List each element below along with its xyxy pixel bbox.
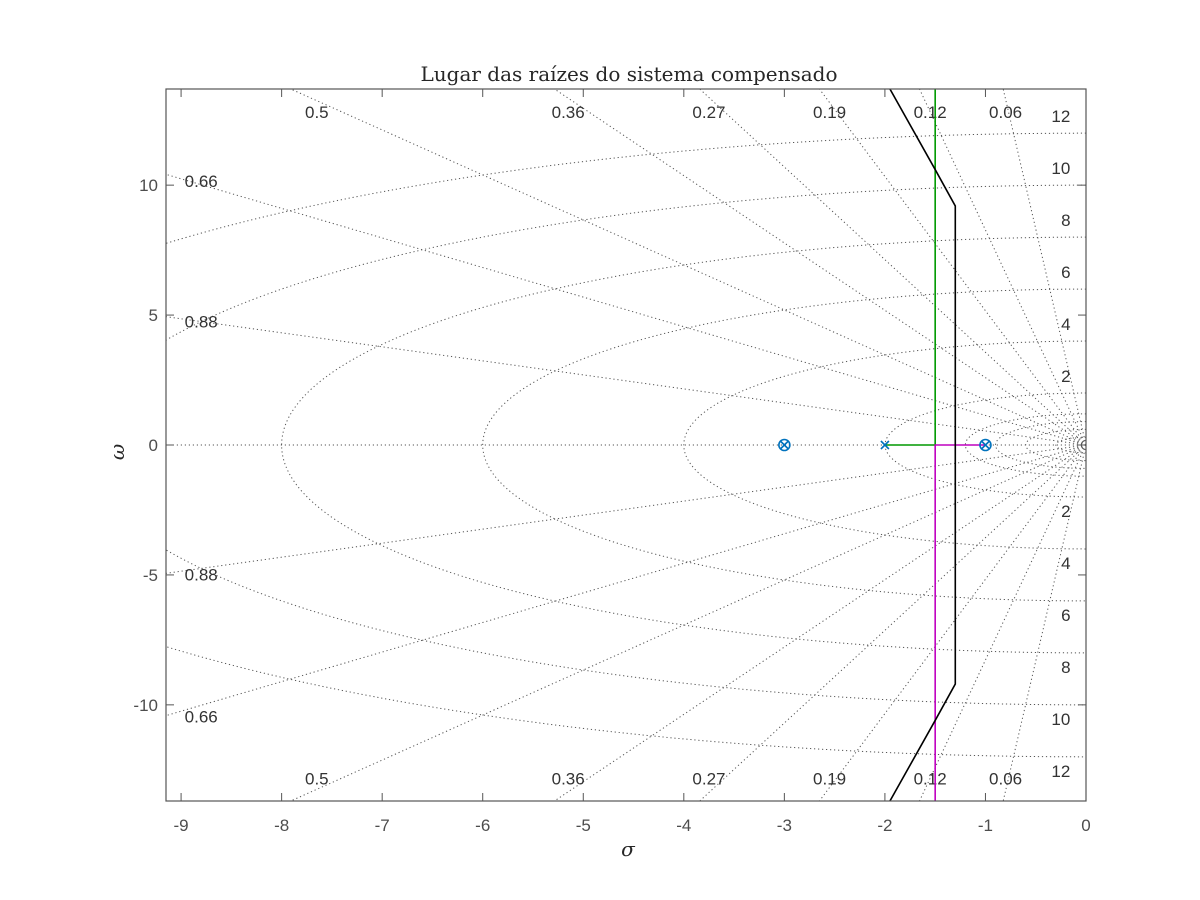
root-locus-branches — [884, 89, 986, 801]
pole-marker-stroke — [880, 440, 890, 450]
y-tick-label: 10 — [139, 176, 158, 195]
x-tick-label: -7 — [375, 816, 390, 835]
damping-label: 0.36 — [552, 770, 585, 789]
frequency-grid-circle — [1055, 436, 1086, 454]
x-tick-label: -4 — [676, 816, 691, 835]
frequency-grid-circle — [166, 132, 1086, 758]
damping-label: 0.06 — [989, 770, 1022, 789]
frequency-label: 4 — [1061, 315, 1070, 334]
damping-label: 0.88 — [185, 566, 218, 585]
x-tick-label: -5 — [576, 816, 591, 835]
frequency-label: 8 — [1061, 658, 1070, 677]
damping-grid-line — [818, 444, 1086, 801]
y-tick-label: -10 — [133, 696, 158, 715]
damping-grid-line — [166, 444, 1086, 717]
damping-label: 0.36 — [552, 103, 585, 122]
root-locus-branch — [889, 89, 957, 801]
damping-label: 0.66 — [185, 707, 218, 726]
frequency-label: 8 — [1061, 211, 1070, 230]
frequency-label: 4 — [1061, 554, 1070, 573]
x-tick-label: -2 — [877, 816, 892, 835]
frequency-label: 12 — [1051, 762, 1070, 781]
damping-label: 0.5 — [305, 103, 329, 122]
pole-marker — [779, 440, 789, 450]
frequency-grid-circle — [166, 184, 1086, 706]
damping-label: 0.5 — [305, 770, 329, 789]
damping-grid-line — [166, 173, 1086, 446]
damping-label: 0.19 — [813, 770, 846, 789]
damping-grid-line — [1002, 444, 1086, 801]
root-locus-branch — [884, 89, 936, 446]
damping-label: 0.06 — [989, 103, 1022, 122]
frequency-grid-circle — [683, 340, 1086, 550]
frequency-label: 10 — [1051, 710, 1070, 729]
damping-grid-line — [166, 444, 1086, 574]
zero-marker — [778, 438, 791, 452]
damping-label: 0.66 — [185, 172, 218, 191]
y-tick-label: 5 — [149, 306, 158, 325]
x-tick-label: -6 — [475, 816, 490, 835]
y-tick-label: -5 — [143, 566, 158, 585]
frequency-label: 6 — [1061, 263, 1070, 282]
x-axis-label: σ — [621, 837, 636, 861]
grid-labels: 0.5 0.36 0.27 0.19 0.12 0.06 0.66 0.88 0.88 0.66 0… — [185, 103, 1071, 789]
x-tick-label: -8 — [274, 816, 289, 835]
damping-label: 0.12 — [914, 770, 947, 789]
root-locus-branch — [934, 444, 986, 801]
frequency-label: 2 — [1061, 367, 1070, 386]
y-axis-label: ω — [105, 444, 129, 460]
damping-grid-line — [918, 89, 1086, 446]
pole-marker — [880, 440, 890, 450]
damping-grid-line — [698, 444, 1086, 801]
x-tick-label: -9 — [174, 816, 189, 835]
pole-zero-markers — [778, 438, 992, 452]
frequency-grid-circle — [995, 421, 1086, 469]
zero-marker — [979, 438, 992, 452]
frequency-grid-circle — [1025, 428, 1086, 462]
frequency-grid-circle — [965, 413, 1086, 477]
frequency-label: 6 — [1061, 606, 1070, 625]
damping-grid-line — [918, 444, 1086, 801]
x-tick-label: -1 — [978, 816, 993, 835]
frequency-grid-circle — [482, 288, 1086, 602]
damping-grid-line — [289, 444, 1086, 801]
damping-label: 0.88 — [185, 312, 218, 331]
s-plane-grid — [166, 89, 1086, 801]
damping-label: 0.27 — [692, 103, 725, 122]
damping-label: 0.27 — [692, 770, 725, 789]
damping-grid-line — [166, 316, 1086, 446]
pole-marker-stroke — [779, 440, 789, 450]
damping-label: 0.12 — [914, 103, 947, 122]
damping-grid-line — [818, 89, 1086, 446]
y-tick-label: 0 — [149, 436, 158, 455]
damping-grid-line — [1002, 89, 1086, 446]
frequency-label: 2 — [1061, 502, 1070, 521]
frequency-label: 12 — [1051, 107, 1070, 126]
chart-title: Lugar das raízes do sistema compensado — [420, 62, 837, 86]
x-tick-label: 0 — [1081, 816, 1090, 835]
pole-marker-stroke — [980, 440, 991, 450]
x-tick-label: -3 — [777, 816, 792, 835]
pole-marker — [980, 440, 991, 450]
frequency-label: 10 — [1051, 159, 1070, 178]
damping-label: 0.19 — [813, 103, 846, 122]
damping-grid-line — [289, 89, 1086, 446]
